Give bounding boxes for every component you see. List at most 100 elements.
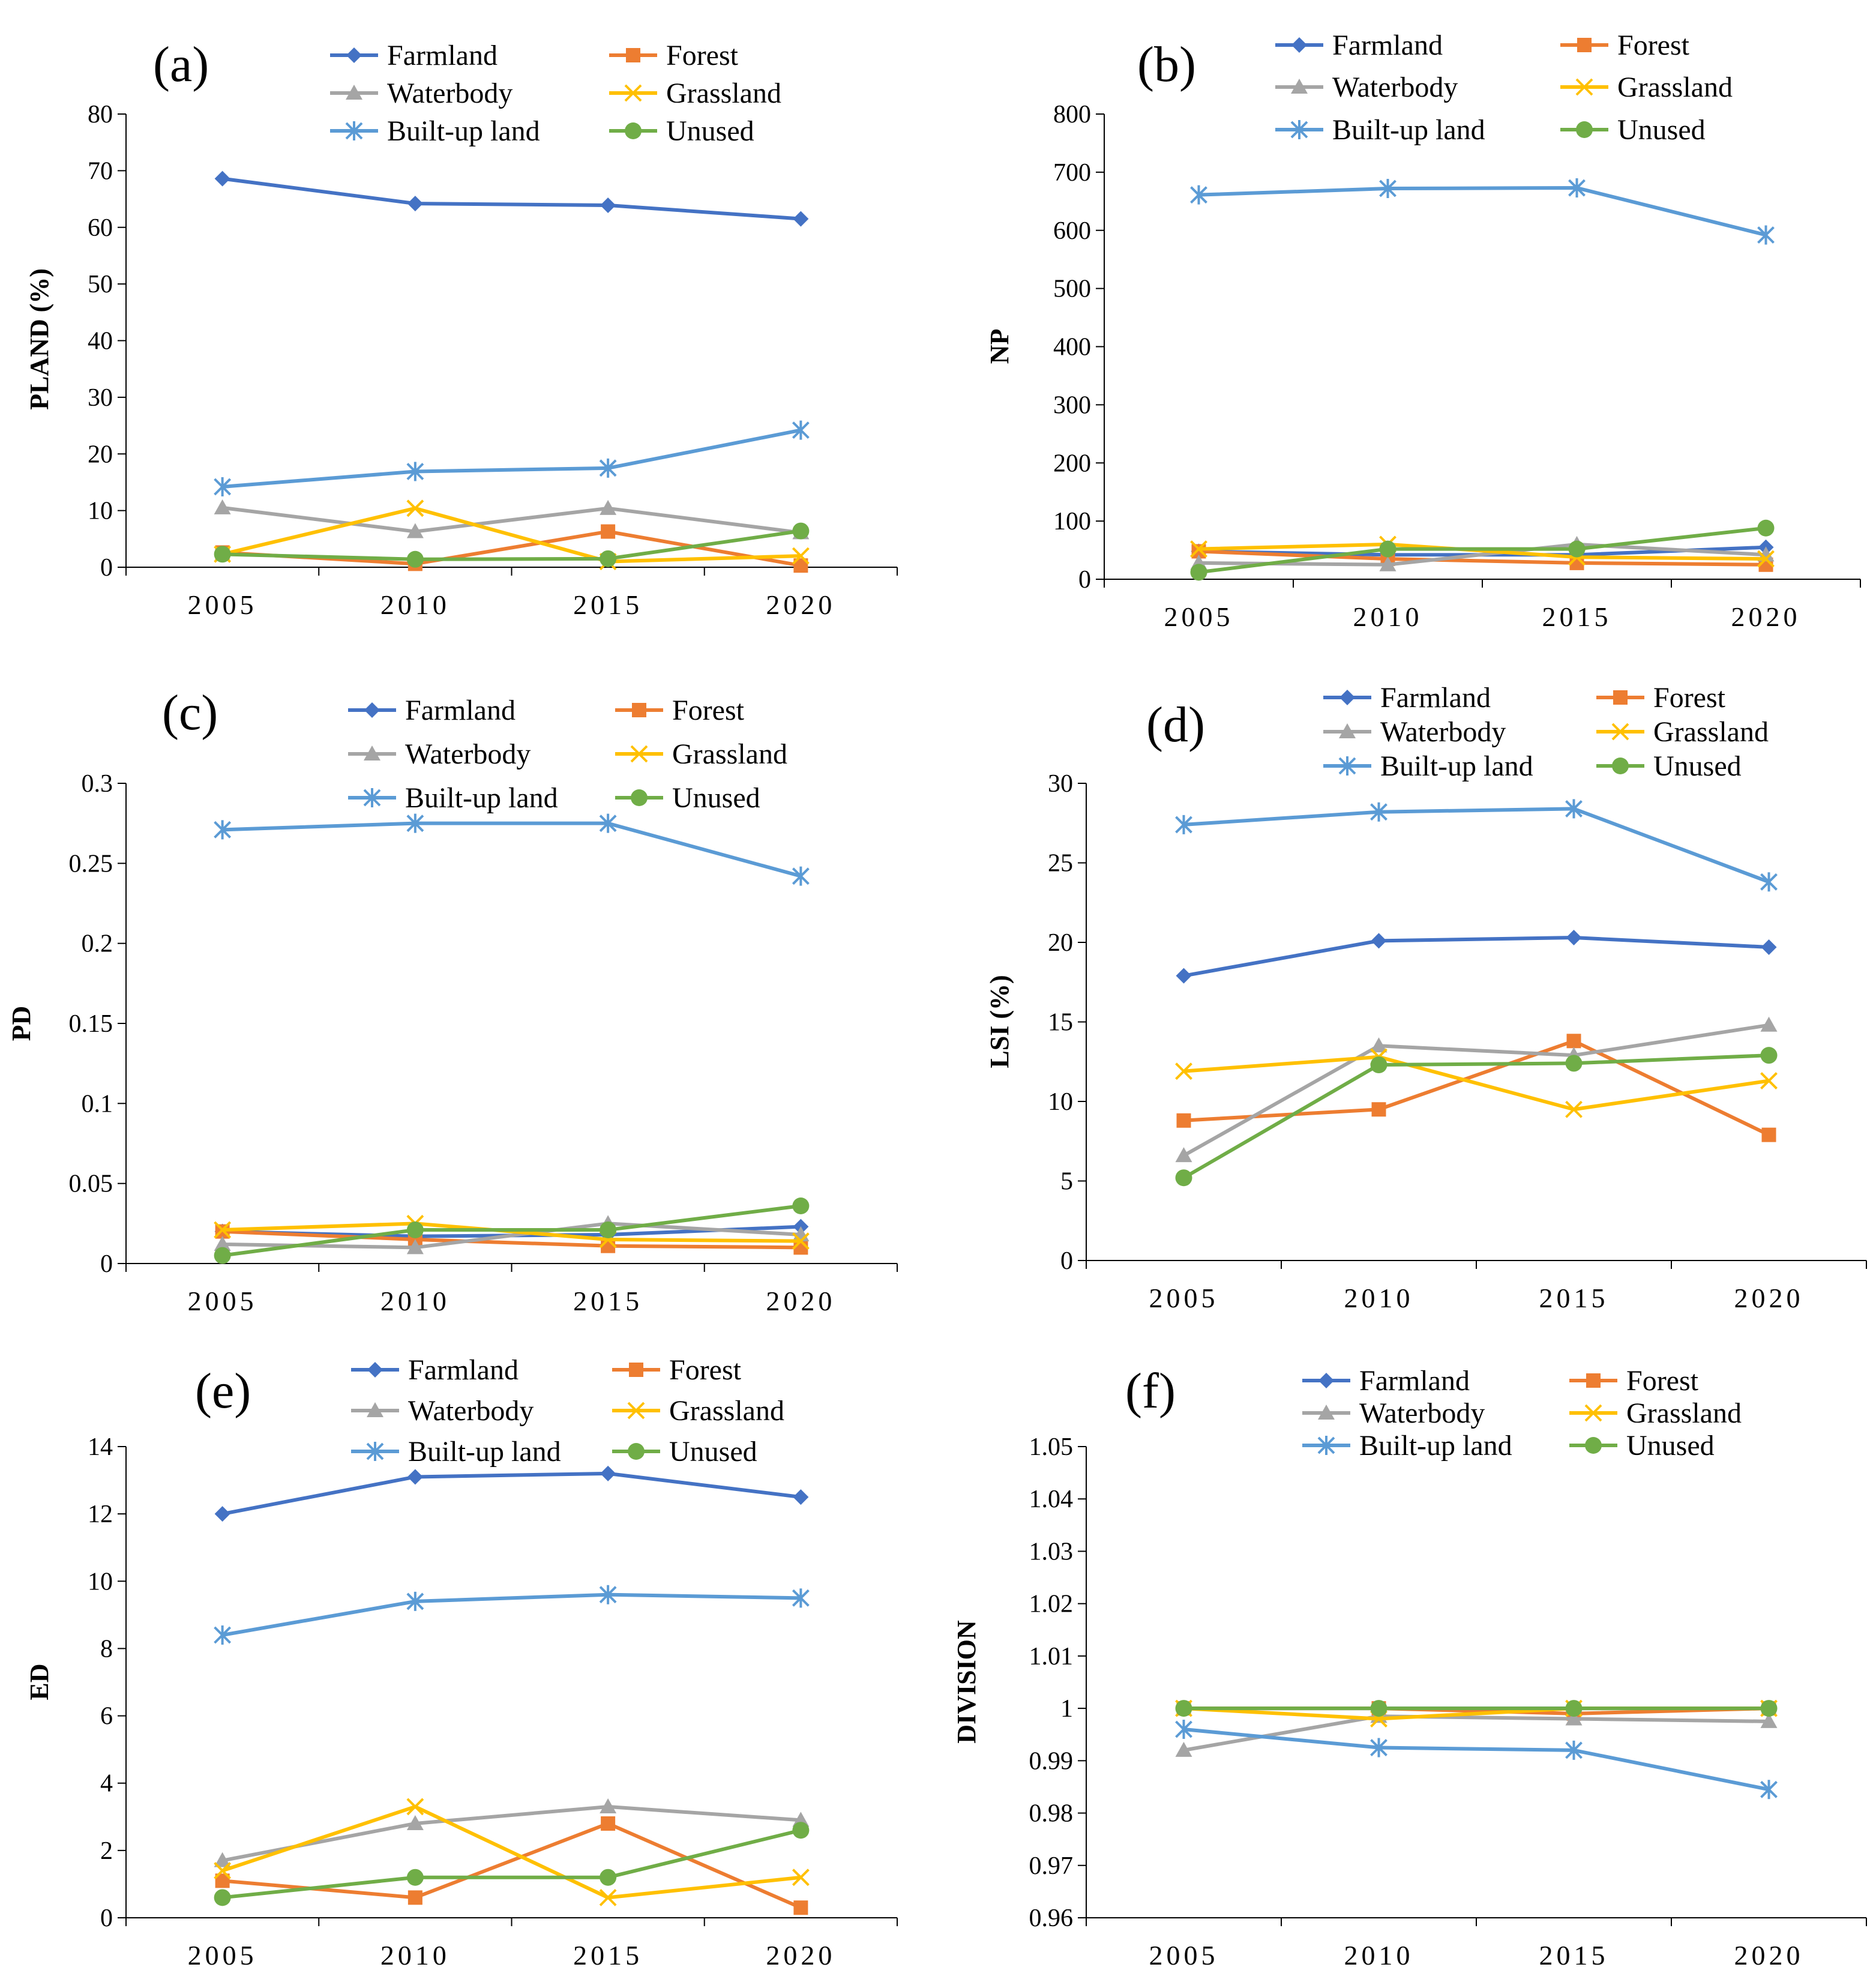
legend-marker-built-up-land [363, 788, 381, 807]
legend-marker-waterbody [1339, 723, 1356, 738]
x-tick-label: 2005 [1164, 601, 1234, 632]
series-line-forest [1198, 549, 1766, 567]
data-point-grassland [792, 1232, 810, 1250]
y-tick-label: 0 [100, 554, 113, 582]
panel-label: (c) [162, 685, 218, 741]
data-point-unused [600, 1221, 617, 1238]
data-point-farmland [793, 211, 809, 227]
chart-panel-3: 0 5 10 15 20 25 30 2005 2010 2015 2020 LSI (%) (d) Fa… [985, 682, 1867, 1313]
legend-label: Grassland [1626, 1397, 1742, 1429]
legend-item-grassland: Grassland [1560, 71, 1733, 103]
y-tick-label: 100 [1053, 508, 1091, 535]
legend-label: Unused [1617, 114, 1706, 146]
series-line-grassland [221, 506, 801, 564]
data-point-forest [601, 524, 616, 539]
legend-marker-unused [1585, 1437, 1602, 1454]
legend-label: Grassland [669, 1395, 784, 1427]
data-point-grassland [599, 1888, 617, 1906]
legend-item-built-up-land: Built-up land [348, 782, 558, 814]
series-line-built-up-land [1198, 186, 1767, 237]
legend-marker-waterbody [367, 1402, 383, 1417]
data-point-grassland [1565, 1100, 1583, 1118]
data-point-unused [1175, 1700, 1192, 1717]
y-tick-label: 20 [88, 441, 113, 468]
y-tick-label: 0.99 [1029, 1747, 1074, 1775]
panel-label: (d) [1146, 697, 1205, 753]
data-point-unused [1757, 519, 1775, 537]
legend-item-forest: Forest [609, 40, 739, 71]
legend-marker-farmland [1339, 690, 1355, 705]
y-tick-label: 30 [1048, 770, 1073, 798]
legend-item-built-up-land: Built-up land [1302, 1430, 1512, 1462]
y-tick-label: 15 [1048, 1009, 1073, 1037]
y-tick-label: 200 [1053, 450, 1091, 477]
series-line-waterbody [222, 1804, 801, 1863]
y-tick-label: 25 [1048, 850, 1073, 878]
data-point-unused [1370, 1056, 1387, 1074]
legend-item-grassland: Grassland [1596, 716, 1769, 748]
legend-marker-grassland [1584, 1404, 1602, 1422]
legend-label: Grassland [666, 77, 781, 109]
series-line-waterbody [1198, 542, 1766, 567]
x-tick-label: 2020 [1734, 1283, 1804, 1313]
y-tick-label: 0.1 [82, 1090, 113, 1118]
x-tick-label: 2015 [573, 589, 643, 620]
legend-marker-unused [625, 122, 642, 139]
data-point-unused [406, 550, 424, 568]
y-tick-label: 0.3 [82, 770, 113, 798]
series-line-unused [1198, 526, 1766, 574]
y-tick-label: 0.15 [69, 1010, 113, 1038]
data-point-unused [214, 1889, 231, 1906]
legend-marker-unused [1612, 758, 1629, 774]
data-point-grassland [214, 1862, 232, 1879]
x-tick-label: 2015 [1539, 1283, 1609, 1313]
legend-label: Forest [666, 40, 739, 71]
legend-marker-built-up-land [1338, 756, 1356, 776]
data-point-built-up-land [792, 420, 810, 440]
data-point-unused [1760, 1047, 1778, 1064]
data-point-unused [792, 522, 810, 540]
panel-label: (a) [153, 37, 209, 92]
legend-item-farmland: Farmland [348, 694, 516, 726]
data-point-waterbody [1175, 1741, 1192, 1757]
x-tick-label: 2010 [380, 1286, 450, 1316]
data-point-grassland [406, 1798, 424, 1816]
legend-label: Farmland [405, 694, 516, 726]
legend-item-farmland: Farmland [351, 1354, 519, 1386]
y-tick-label: 6 [100, 1703, 113, 1730]
x-tick-label: 2005 [1149, 1283, 1219, 1313]
legend-label: Farmland [408, 1354, 519, 1386]
data-point-unused [1190, 564, 1207, 581]
y-tick-label: 800 [1053, 101, 1091, 128]
legend-item-unused: Unused [615, 782, 760, 814]
data-point-farmland [1566, 930, 1582, 946]
data-point-built-up-land [1370, 802, 1387, 822]
y-tick-label: 70 [88, 157, 113, 185]
legend-label: Built-up land [405, 782, 558, 814]
series-line-waterbody [222, 1221, 801, 1250]
legend-item-waterbody: Waterbody [348, 738, 531, 770]
y-tick-label: 14 [88, 1433, 113, 1461]
y-tick-label: 8 [100, 1635, 113, 1663]
y-tick-label: 1.03 [1029, 1538, 1074, 1565]
y-tick-label: 30 [88, 384, 113, 412]
data-point-built-up-land [406, 1591, 424, 1611]
y-tick-label: 0.2 [82, 930, 113, 958]
x-tick-label: 2020 [766, 589, 835, 620]
legend-item-waterbody: Waterbody [1275, 71, 1458, 103]
x-tick-label: 2010 [1353, 601, 1423, 632]
y-tick-label: 10 [1048, 1088, 1073, 1116]
y-tick-label: 0 [100, 1905, 113, 1932]
legend-item-farmland: Farmland [1323, 682, 1491, 714]
series-line-waterbody [1183, 1023, 1769, 1157]
y-tick-label: 400 [1053, 334, 1091, 361]
legend-item-grassland: Grassland [615, 738, 787, 770]
y-axis-title: ED [25, 1663, 54, 1700]
y-tick-label: 0.25 [69, 850, 113, 878]
legend-label: Forest [669, 1354, 742, 1386]
data-point-grassland [792, 547, 810, 565]
data-point-built-up-land [214, 820, 232, 840]
data-point-farmland [214, 1506, 230, 1522]
data-point-built-up-land [1175, 1720, 1192, 1739]
legend-item-waterbody: Waterbody [351, 1395, 534, 1427]
